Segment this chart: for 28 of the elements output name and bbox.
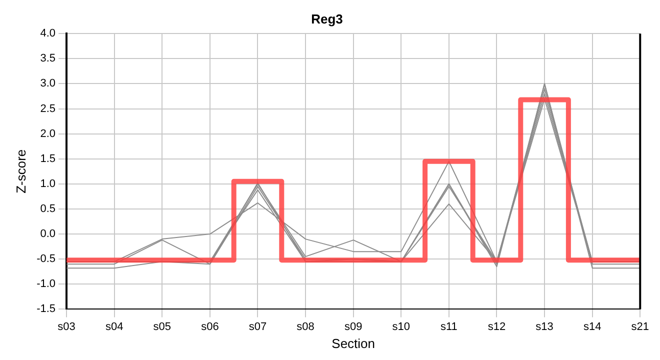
chart-title: Reg3 [311,11,343,26]
x-tick-label: s14 [583,320,602,333]
y-tick-label: 3.0 [40,78,56,90]
y-tick-label: 2.0 [40,128,56,140]
y-axis-title: Z-score [13,149,28,194]
y-tick-label: 1.5 [40,152,56,165]
y-tick-label: -0.5 [36,253,56,266]
x-tick-label: s08 [296,320,314,333]
y-tick-label: 2.5 [40,102,56,115]
y-tick-label: 3.5 [40,52,56,65]
x-tick-label: s21 [631,320,650,333]
x-tick-label: s04 [105,320,124,333]
y-tick-label: -1.0 [36,278,56,290]
y-tick-label: 1.0 [40,178,56,190]
y-tick-label: 0.0 [40,228,56,240]
y-tick-label: -1.5 [36,303,56,316]
x-tick-label: s13 [536,320,554,333]
x-tick-label: s06 [201,320,219,333]
x-tick-label: s11 [440,320,458,333]
x-tick-label: s10 [392,320,410,333]
x-tick-label: s12 [488,320,506,333]
x-tick-label: s03 [58,320,76,333]
x-tick-label: s09 [344,320,362,333]
y-tick-label: 4.0 [40,28,56,40]
x-tick-label: s07 [248,320,267,333]
x-axis-title: Section [332,336,376,351]
y-tick-label: 0.5 [40,203,56,216]
x-tick-label: s05 [153,320,172,333]
